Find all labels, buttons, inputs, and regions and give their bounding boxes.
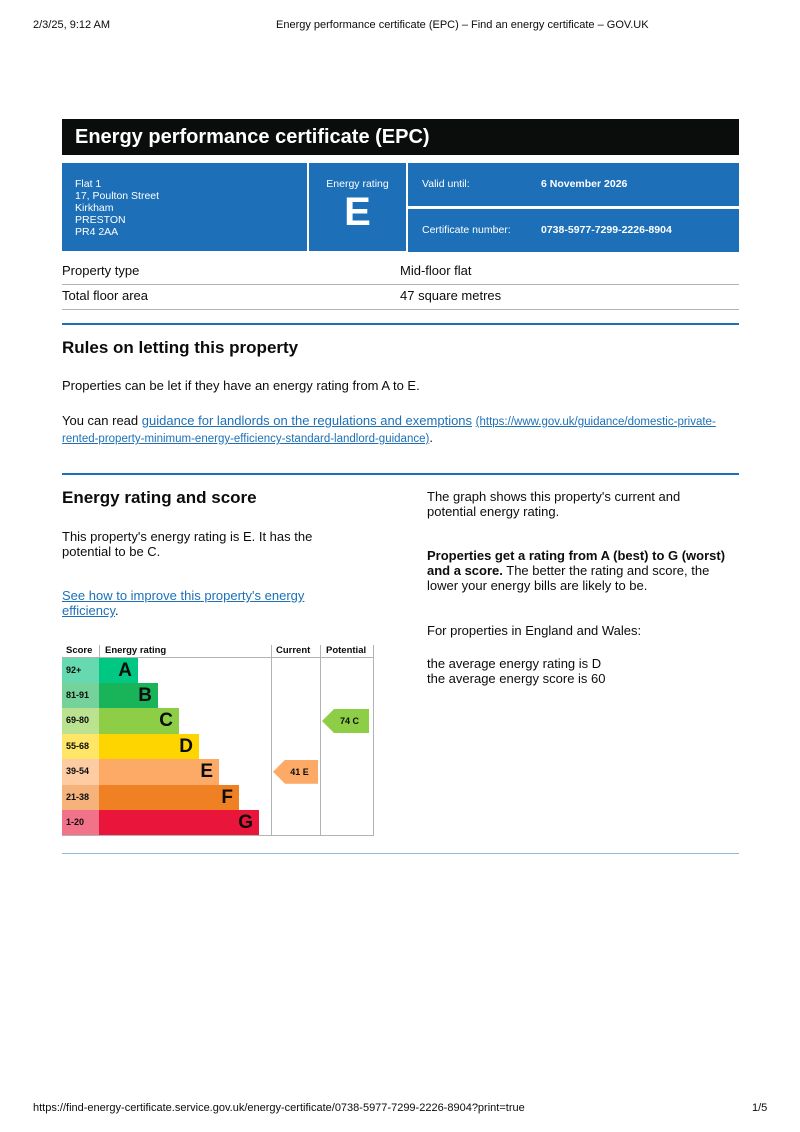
certificate-number: Certificate number: 0738-5977-7299-2226-8… xyxy=(408,209,739,252)
address-line: PR4 2AA xyxy=(75,226,119,238)
bold-text: Properties get a rating from A (best) to… xyxy=(427,548,726,578)
text: You can read xyxy=(62,413,142,428)
rating-band-c: 69-80 C xyxy=(62,708,262,734)
divider xyxy=(320,645,321,835)
rating-bar: G xyxy=(99,809,259,836)
energy-heading: Energy rating and score xyxy=(62,488,257,507)
potential-rating-arrow: 74 C xyxy=(322,709,369,733)
score-range: 81-91 xyxy=(62,682,99,709)
energy-rating-box: Energy rating E xyxy=(309,163,406,251)
certificate-number-label: Certificate number: xyxy=(422,224,511,236)
rating-bar: E xyxy=(99,759,219,785)
valid-until-label: Valid until: xyxy=(422,178,470,190)
rating-bar: A xyxy=(99,657,138,683)
rating-band-f: 21-38 F xyxy=(62,784,262,810)
row-value: 47 square metres xyxy=(400,288,502,303)
header-energy-rating: Energy rating xyxy=(105,645,167,656)
section-divider xyxy=(62,473,739,475)
section-divider xyxy=(62,853,739,854)
property-type-row: Property type Mid-floor flat xyxy=(62,259,739,285)
energy-text: This property's energy rating is E. It h… xyxy=(62,529,313,559)
rating-bar: C xyxy=(99,708,179,734)
rules-text: Properties can be let if they have an en… xyxy=(62,378,420,393)
page-title: Energy performance certificate (EPC) xyxy=(62,119,739,155)
divider xyxy=(99,645,100,657)
header-score: Score xyxy=(66,645,93,656)
row-label: Property type xyxy=(62,263,140,278)
print-page-title: Energy performance certificate (EPC) – F… xyxy=(276,19,649,31)
guidance-url-link[interactable]: (https://www.gov.uk/guidance/domestic-pr… xyxy=(62,416,716,445)
rating-band-b: 81-91 B xyxy=(62,682,262,709)
improve-text: See how to improve this property's energ… xyxy=(62,588,332,618)
rating-bar: F xyxy=(99,784,239,810)
rules-heading: Rules on letting this property xyxy=(62,338,299,357)
score-range: 39-54 xyxy=(62,759,99,785)
average-score: the average energy score is 60 xyxy=(427,671,606,686)
address-line: 17, Poulton Street xyxy=(75,190,160,202)
header-potential: Potential xyxy=(326,645,367,656)
rating-bar: B xyxy=(99,682,158,709)
current-rating-arrow: 41 E xyxy=(273,759,318,784)
floor-area-row: Total floor area 47 square metres xyxy=(62,284,739,310)
score-range: 69-80 xyxy=(62,708,99,734)
rating-bar: D xyxy=(99,733,199,760)
rules-guidance-text: You can read guidance for landlords on t… xyxy=(62,413,722,447)
address-line: Kirkham xyxy=(75,202,114,214)
rating-band-a: 92+ A xyxy=(62,657,262,683)
text: . xyxy=(115,603,119,618)
improve-efficiency-link[interactable]: See how to improve this property's energ… xyxy=(62,588,305,618)
rating-band-e: 39-54 E xyxy=(62,759,262,785)
valid-until: Valid until: 6 November 2026 xyxy=(408,163,739,206)
rating-explanation: Properties get a rating from A (best) to… xyxy=(427,548,739,593)
score-range: 92+ xyxy=(62,657,99,683)
divider xyxy=(62,657,373,658)
england-wales-text: For properties in England and Wales: xyxy=(427,623,642,638)
print-datetime: 2/3/25, 9:12 AM xyxy=(33,19,111,31)
certificate-number-value: 0738-5977-7299-2226-8904 xyxy=(541,224,672,236)
address-line: Flat 1 xyxy=(75,178,102,190)
energy-rating-chart: Score Energy rating Current Potential 92… xyxy=(62,645,374,836)
energy-rating-label: Energy rating xyxy=(326,178,389,190)
score-range: 21-38 xyxy=(62,784,99,810)
rating-band-g: 1-20 G xyxy=(62,809,262,836)
section-divider xyxy=(62,323,739,325)
score-range: 1-20 xyxy=(62,809,99,836)
row-value: Mid-floor flat xyxy=(400,263,472,278)
text: . xyxy=(429,430,433,445)
print-url: https://find-energy-certificate.service.… xyxy=(33,1102,525,1114)
text: The better the rating and score, the low… xyxy=(427,563,710,593)
print-page-number: 1/5 xyxy=(752,1102,768,1114)
energy-rating-value: E xyxy=(344,190,371,234)
divider xyxy=(271,645,272,835)
rating-band-d: 55-68 D xyxy=(62,733,262,760)
score-range: 55-68 xyxy=(62,733,99,760)
guidance-link[interactable]: guidance for landlords on the regulation… xyxy=(141,413,473,428)
address-line: PRESTON xyxy=(75,214,126,226)
graph-description: The graph shows this property's current … xyxy=(427,489,681,519)
header-current: Current xyxy=(276,645,311,656)
row-label: Total floor area xyxy=(62,288,148,303)
valid-until-value: 6 November 2026 xyxy=(541,178,628,190)
address-block: Flat 1 17, Poulton Street Kirkham PRESTO… xyxy=(62,163,307,251)
average-rating: the average energy rating is D xyxy=(427,656,602,671)
